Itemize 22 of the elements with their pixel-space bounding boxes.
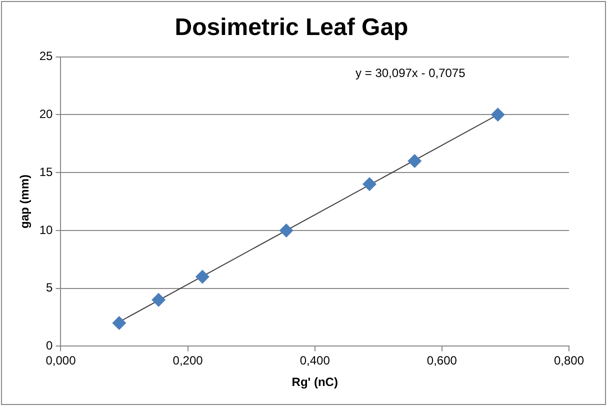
point (362, 177, 377, 192)
y-tick-label: 25 (39, 49, 54, 64)
x-tick-label: 0,000 (46, 354, 76, 368)
chart-title: Dosimetric Leaf Gap (174, 14, 408, 42)
point (195, 270, 210, 284)
annotation: y = 30,097x - 0,7075 (356, 66, 466, 80)
x-tick-label: 0,600 (426, 354, 458, 368)
y-tick-label: 10 (39, 222, 54, 237)
y-tick-label: 15 (39, 164, 54, 179)
x-tick-label: 0,200 (172, 354, 204, 368)
point (279, 223, 294, 238)
point (490, 108, 505, 122)
x-tick-label: 0,400 (300, 354, 330, 368)
x-axis-title: Rg' (nC) (292, 375, 338, 390)
y-tick-label: 5 (46, 280, 54, 295)
y-tick-label: 20 (39, 106, 54, 121)
point (112, 316, 126, 330)
x-tick-label: 0,800 (554, 354, 584, 368)
y-axis-title: gap (mm) (18, 174, 32, 228)
point (408, 154, 422, 168)
y-tick-label: 0 (46, 338, 54, 353)
point (152, 292, 166, 307)
